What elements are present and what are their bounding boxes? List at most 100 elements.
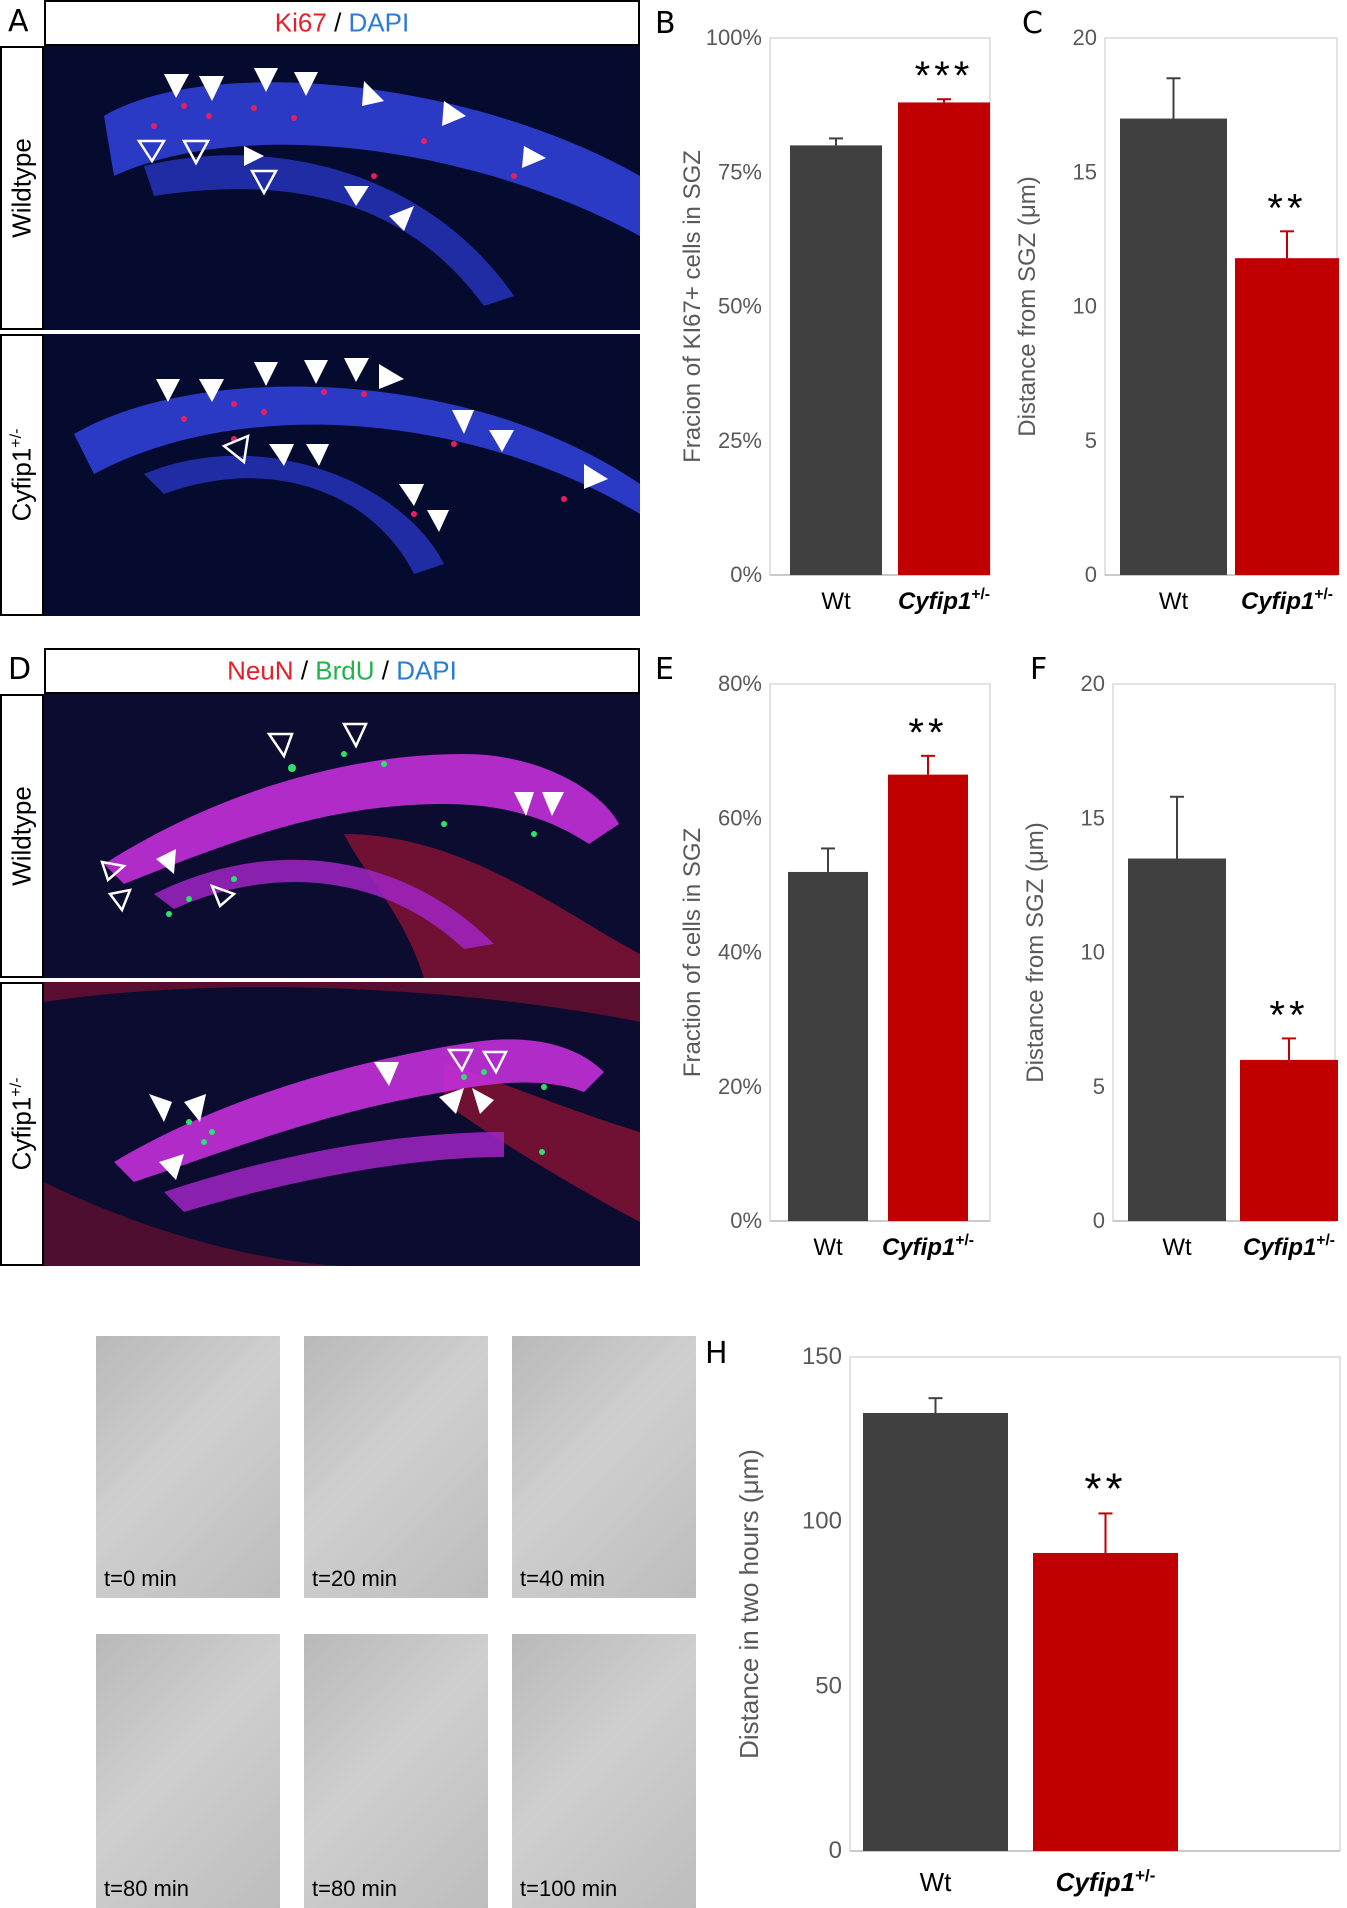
chart-e: 0% 20% 40% 60% 80% Fraction of cells in SGZ Wt… — [679, 671, 991, 1261]
neun-label: NeuN — [227, 655, 294, 686]
panel-a-row1-label-box: Wildtype — [0, 46, 44, 330]
x-tick-label-cyfip1: Cyfip1+/- — [898, 586, 990, 615]
y-tick-label: 75% — [718, 159, 762, 184]
bar-wt — [1128, 858, 1226, 1221]
y-tick-label: 5 — [1093, 1074, 1105, 1099]
frame-time-label: t=40 min — [520, 1566, 605, 1591]
y-tick-label: 100% — [706, 25, 762, 50]
bar-cyfip1 — [898, 102, 990, 575]
y-axis-label: Distance in two hours (μm) — [734, 1449, 764, 1759]
frame-time-label: t=80 min — [104, 1876, 189, 1901]
x-tick-label-wt: Wt — [1159, 588, 1189, 615]
timelapse-frame-3: t=40 min — [512, 1336, 696, 1598]
error-bar — [1166, 77, 1181, 119]
chart-h: 0 50 100 150 Distance in two hours (μm) Wt Cyf… — [734, 1343, 1341, 1897]
significance-stars: ** — [1084, 1464, 1126, 1513]
panel-letter-h: H — [705, 1336, 728, 1371]
bar-cyfip1 — [1033, 1552, 1178, 1851]
y-tick-label: 80% — [718, 671, 762, 696]
panel-a-cyfip1-image — [44, 334, 640, 616]
x-tick-label-cyfip1: Cyfip1+/- — [1056, 1866, 1156, 1897]
significance-stars: ** — [1267, 186, 1306, 230]
significance-stars: ** — [908, 711, 947, 755]
dapi-label: DAPI — [396, 655, 457, 686]
frame-time-label: t=0 min — [104, 1566, 177, 1591]
panel-letter-c: C — [1022, 6, 1043, 41]
panel-d-title-box: NeuN / BrdU / DAPI — [44, 648, 640, 694]
bar-cyfip1 — [888, 774, 968, 1221]
bar-wt — [790, 145, 882, 575]
timelapse-frame-5: t=80 min — [304, 1634, 488, 1908]
y-tick-label: 0% — [730, 1208, 762, 1233]
timelapse-frame-2: t=20 min — [304, 1336, 488, 1598]
y-tick-label: 40% — [718, 940, 762, 965]
frame-time-label: t=80 min — [312, 1876, 397, 1901]
x-tick-label-wt: Wt — [821, 588, 851, 615]
y-tick-label: 0 — [1085, 562, 1097, 587]
y-tick-label: 0 — [829, 1837, 842, 1864]
x-tick-label-wt: Wt — [1162, 1234, 1192, 1261]
y-tick-label: 15 — [1081, 805, 1105, 830]
panel-d-row1-label-box: Wildtype — [0, 694, 44, 978]
y-tick-label: 5 — [1085, 428, 1097, 453]
x-tick-label-wt: Wt — [813, 1234, 843, 1261]
separator: / — [326, 7, 349, 38]
panel-a-title: Ki67 / DAPI — [46, 8, 638, 39]
error-bar — [821, 847, 835, 872]
x-tick-label-cyfip1: Cyfip1+/- — [882, 1232, 974, 1261]
x-tick-label-wt: Wt — [920, 1867, 953, 1897]
row-label-wildtype: Wildtype — [6, 138, 37, 238]
y-tick-label: 20 — [1081, 671, 1105, 696]
y-tick-label: 150 — [802, 1343, 842, 1370]
chart-c: 0 5 10 15 20 Distance from SGZ (μm) Wt Cyfip1+/… — [1014, 25, 1339, 615]
y-tick-label: 20% — [718, 1074, 762, 1099]
chart-b: 0% 25% 50% 75% 100% Fracion of KI67+ cells in… — [679, 25, 991, 615]
frame-time-label: t=20 min — [312, 1566, 397, 1591]
y-tick-label: 50 — [815, 1672, 842, 1699]
panel-letter-a: A — [8, 4, 29, 39]
frame-time-label: t=100 min — [520, 1876, 618, 1901]
separator: / — [374, 655, 397, 686]
brdu-label: BrdU — [315, 655, 375, 686]
y-tick-label: 50% — [718, 294, 762, 319]
error-bar — [1280, 230, 1294, 259]
timelapse-frame-1: t=0 min — [96, 1336, 280, 1598]
y-tick-label: 10 — [1081, 940, 1105, 965]
row-label-cyfip1: Cyfip1+/- — [6, 428, 37, 522]
y-tick-label: 15 — [1073, 159, 1097, 184]
significance-stars: *** — [915, 54, 974, 98]
panel-a-row2-label-box: Cyfip1+/- — [0, 334, 44, 616]
timelapse-frame-4: t=80 min — [96, 1634, 280, 1908]
error-bar — [1170, 795, 1184, 859]
error-bar — [829, 137, 843, 146]
error-bar — [928, 1397, 943, 1413]
dapi-label: DAPI — [348, 7, 410, 38]
bar-cyfip1 — [1240, 1059, 1338, 1221]
panel-d-row2-label-box: Cyfip1+/- — [0, 982, 44, 1266]
y-tick-label: 60% — [718, 805, 762, 830]
ki67-label: Ki67 — [274, 7, 327, 38]
y-tick-label: 10 — [1073, 294, 1097, 319]
panel-a-title-box: Ki67 / DAPI — [44, 0, 640, 46]
panel-letter-d: D — [8, 652, 32, 687]
panel-letter-b: B — [655, 6, 676, 41]
bar-cyfip1 — [1235, 258, 1339, 575]
significance-stars: ** — [1269, 993, 1308, 1037]
error-bar — [1098, 1512, 1113, 1553]
y-axis-label: Fracion of KI67+ cells in SGZ — [679, 150, 706, 463]
row-label-wildtype: Wildtype — [6, 786, 37, 886]
error-bar — [921, 754, 935, 775]
panel-d-wildtype-image — [44, 694, 640, 978]
y-tick-label: 100 — [802, 1508, 842, 1535]
x-tick-label-cyfip1: Cyfip1+/- — [1243, 1232, 1335, 1261]
panel-d-title: NeuN / BrdU / DAPI — [46, 656, 638, 687]
panel-letter-f: F — [1030, 652, 1048, 687]
y-tick-label: 0% — [730, 562, 762, 587]
timelapse-frame-6: t=100 min — [512, 1634, 696, 1908]
panel-d-cyfip1-image — [44, 982, 640, 1266]
y-axis-label: Fraction of cells in SGZ — [679, 828, 706, 1077]
y-axis-label: Distance from SGZ (μm) — [1022, 822, 1049, 1083]
x-tick-label-cyfip1: Cyfip1+/- — [1241, 586, 1333, 615]
y-tick-label: 25% — [718, 428, 762, 453]
y-tick-label: 0 — [1093, 1208, 1105, 1233]
